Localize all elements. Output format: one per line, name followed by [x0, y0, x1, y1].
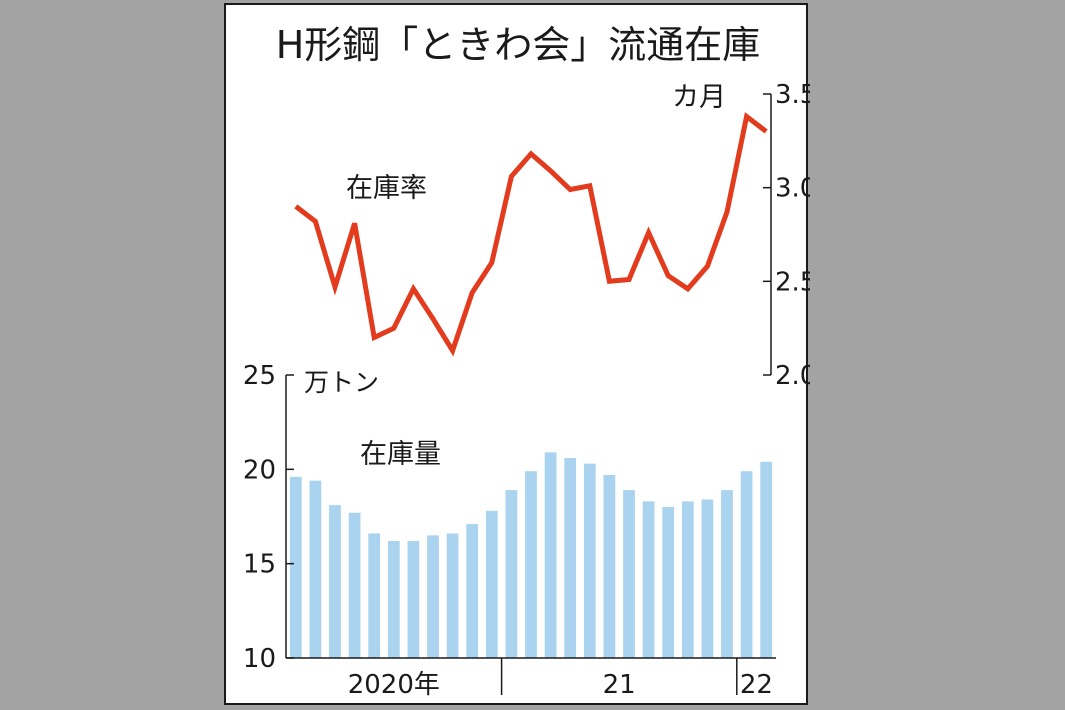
ratio-tick-label: 2.0 [775, 361, 810, 391]
inventory-bar [760, 461, 773, 658]
inventory-bar [309, 480, 322, 658]
x-tick-label: 22 [740, 670, 773, 700]
x-tick-label: 2020年 [348, 670, 440, 700]
inventory-series-label: 在庫量 [360, 439, 441, 470]
chart-title: H形鋼「ときわ会」流通在庫 [276, 23, 761, 67]
ratio-tick-label: 2.5 [775, 267, 810, 297]
ratio-axis: 3.5 3.0 2.5 2.0 [763, 80, 810, 391]
inventory-bar [525, 471, 537, 658]
combo-chart: H形鋼「ときわ会」流通在庫 在庫率 カ月 在庫量 万トン 25 20 15 10 3.… [243, 23, 810, 700]
inventory-bar [603, 474, 616, 658]
inventory-bar [642, 501, 655, 658]
inventory-bar [466, 524, 479, 658]
inventory-unit-label: 万トン [304, 368, 379, 397]
ratio-tick-label: 3.0 [775, 174, 810, 204]
inventory-bar [564, 458, 577, 658]
inventory-tick-label: 20 [243, 455, 276, 485]
ratio-tick-label: 3.5 [775, 80, 810, 110]
inventory-bars [289, 452, 773, 658]
inventory-tick-label: 10 [243, 644, 276, 674]
inventory-bar [623, 490, 635, 658]
inventory-bar [368, 533, 381, 658]
inventory-tick-label: 15 [243, 550, 276, 580]
inventory-bar [387, 541, 400, 658]
inventory-bar [701, 499, 714, 658]
x-tick-label: 21 [603, 670, 636, 700]
ratio-unit-label: カ月 [672, 82, 726, 113]
inventory-bar [427, 535, 439, 658]
inventory-bar [681, 501, 694, 658]
inventory-bar [329, 505, 341, 658]
inventory-bar [662, 507, 675, 658]
inventory-bar [485, 510, 498, 658]
inventory-bar [289, 476, 302, 658]
inventory-bar [583, 463, 596, 658]
inventory-bar [544, 452, 557, 658]
inventory-axis: 25 20 15 10 [243, 361, 294, 674]
ratio-line-group [294, 112, 768, 357]
inventory-bar [407, 541, 420, 658]
ratio-line [294, 112, 768, 357]
ratio-series-label: 在庫率 [346, 173, 427, 204]
inventory-bar [721, 490, 733, 658]
inventory-bar [446, 533, 459, 658]
inventory-tick-label: 25 [243, 361, 276, 391]
inventory-bar [505, 490, 518, 658]
inventory-bar [740, 471, 753, 658]
x-axis: 2020年 21 22 [286, 657, 776, 700]
inventory-bar [348, 512, 361, 658]
chart-panel: H形鋼「ときわ会」流通在庫 在庫率 カ月 在庫量 万トン 25 20 15 10 3.… [224, 3, 810, 705]
